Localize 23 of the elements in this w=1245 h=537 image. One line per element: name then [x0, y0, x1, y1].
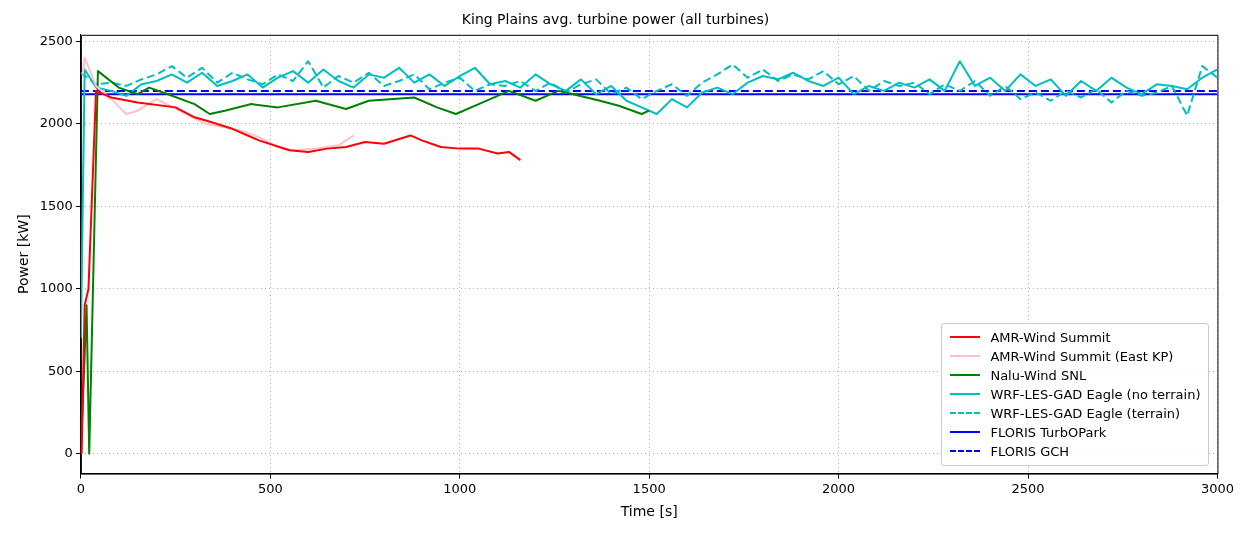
- y-tick-label: 2000: [39, 115, 73, 131]
- legend-label: WRF-LES-GAD Eagle (terrain): [990, 405, 1181, 421]
- x-tick-label: 500: [257, 480, 283, 496]
- y-tick-label: 0: [64, 445, 73, 461]
- y-tick-label: 2500: [39, 32, 73, 48]
- x-tick-label: 0: [76, 480, 86, 496]
- legend-label: FLORIS GCH: [990, 443, 1070, 459]
- x-tick-label: 2500: [1011, 480, 1045, 496]
- legend-label: AMR-Wind Summit: [990, 329, 1111, 345]
- x-tick-label: 1000: [443, 480, 477, 496]
- legend-label: AMR-Wind Summit (East KP): [990, 348, 1174, 364]
- y-tick-label: 500: [48, 362, 73, 378]
- legend-label: Nalu-Wind SNL: [990, 367, 1087, 383]
- legend-label: FLORIS TurbOPark: [990, 424, 1107, 440]
- x-tick-label: 3000: [1200, 480, 1234, 496]
- y-tick-label: 1500: [39, 197, 73, 213]
- legend-label: WRF-LES-GAD Eagle (no terrain): [990, 386, 1201, 402]
- x-tick-label: 2000: [822, 480, 856, 496]
- x-axis-title: Time [s]: [619, 503, 678, 520]
- y-tick-label: 1000: [39, 280, 73, 296]
- chart-title: King Plains avg. turbine power (all turbines): [461, 11, 770, 28]
- y-axis-title: Power [kW]: [15, 214, 32, 295]
- x-tick-label: 1500: [632, 480, 666, 496]
